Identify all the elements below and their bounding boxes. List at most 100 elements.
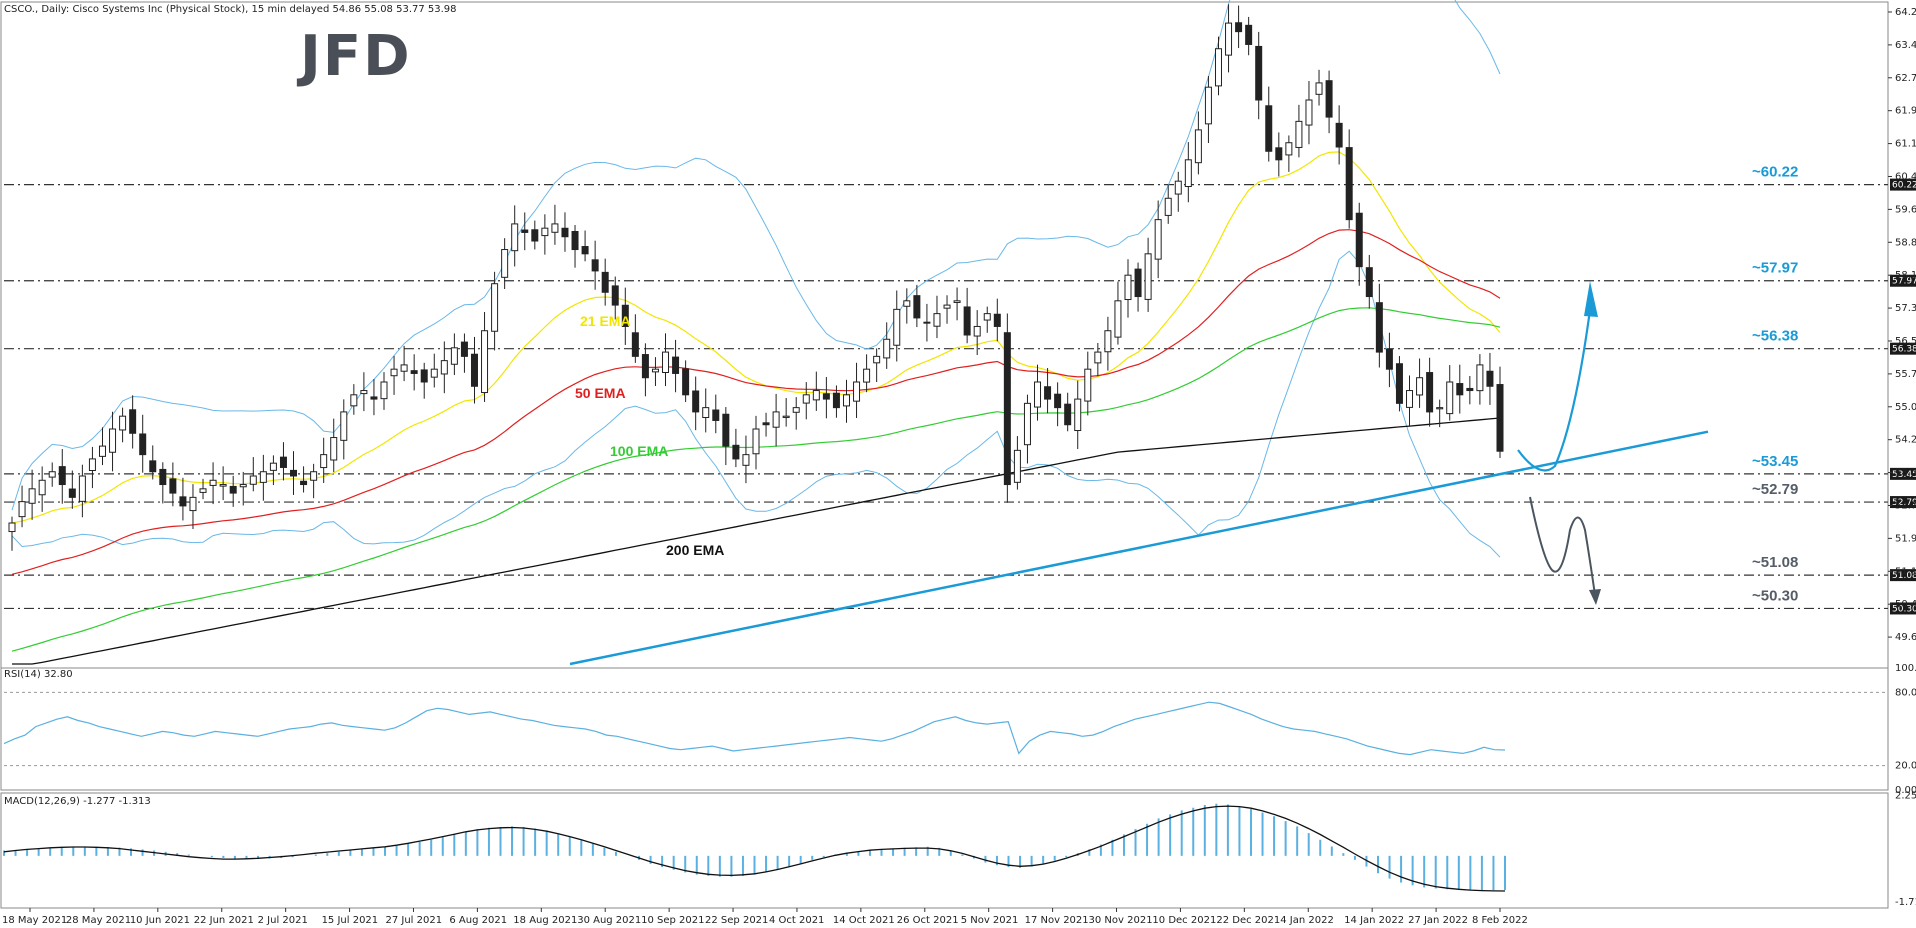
price-tick-label: 58.10 — [1895, 270, 1916, 281]
candle-body — [682, 368, 690, 396]
candle-body — [8, 522, 16, 533]
chart-title: CSCO., Daily: Cisco Systems Inc (Physica… — [4, 4, 457, 15]
candle-body — [812, 390, 820, 401]
jfd-logo: JFD — [296, 24, 412, 89]
candle-body — [953, 300, 961, 303]
candle-body — [853, 381, 861, 402]
candle-body — [863, 368, 871, 383]
candle-body — [350, 394, 358, 407]
candle-body — [702, 407, 710, 419]
candle-body — [1335, 122, 1343, 148]
candle-body — [1003, 332, 1011, 486]
price-tick-label: 51.94 — [1895, 533, 1916, 544]
candle-body — [772, 411, 780, 428]
candle-body — [1245, 24, 1253, 45]
macd-tick-label: -1.717 — [1895, 897, 1916, 908]
time-tick-label: 22 Jun 2021 — [194, 915, 254, 926]
candle-body — [893, 308, 901, 346]
bearish-arrow-head — [1589, 589, 1601, 605]
price-tick-label: 54.25 — [1895, 435, 1916, 446]
annotations: ~60.22 ~57.97 ~56.38 ~53.45 ~52.79 ~51.08 ~50.… — [575, 164, 1798, 605]
candle-body — [832, 392, 840, 409]
bearish-projection-arrow — [1529, 496, 1596, 596]
candle-body — [1486, 370, 1494, 387]
level-label: ~56.38 — [1752, 328, 1798, 345]
time-tick-label: 27 Jan 2022 — [1408, 915, 1468, 926]
candle-body — [259, 471, 267, 483]
candle-body — [732, 444, 740, 460]
level-price-tag — [1890, 274, 1916, 287]
rsi-tick-label: 20.00 — [1895, 761, 1916, 772]
level-label: ~51.08 — [1752, 554, 1798, 571]
candle-body — [1164, 197, 1172, 216]
candle-body — [1456, 383, 1464, 396]
ema-label: 100 EMA — [610, 443, 668, 459]
time-tick-label: 17 Nov 2021 — [1025, 915, 1089, 926]
candle-body — [531, 229, 539, 242]
candle-body — [360, 390, 368, 395]
panel-frames — [0, 1, 1889, 909]
candle-body — [370, 396, 378, 400]
price-tick-label: 64.26 — [1895, 7, 1916, 18]
candle-body — [1295, 120, 1303, 148]
candle-body — [1124, 274, 1132, 301]
candle-body — [1054, 393, 1062, 409]
candle-body — [752, 428, 760, 455]
candle-body — [1064, 403, 1072, 426]
time-tick-label: 10 Sep 2021 — [641, 915, 704, 926]
level-lines: 60.22 57.97 56.38 53.45 52.79 51.08 50.30 — [4, 178, 1916, 615]
candle-body — [18, 501, 26, 518]
candle-body — [1476, 364, 1484, 392]
candle-body — [963, 306, 971, 336]
candle-body — [1406, 390, 1414, 408]
candle-body — [139, 433, 147, 456]
level-label: ~50.30 — [1752, 587, 1798, 604]
rsi-title: RSI(14) 32.80 — [4, 669, 73, 680]
candle-body — [28, 488, 36, 504]
level-label: ~60.22 — [1752, 164, 1798, 181]
ema-label: 200 EMA — [666, 542, 724, 558]
candle-body — [119, 415, 127, 431]
macd-signal-line — [3, 805, 1506, 892]
price-tick-label: 52.71 — [1895, 500, 1916, 511]
candle-body — [662, 351, 670, 374]
candle-body — [993, 313, 1001, 327]
candle-body — [1496, 384, 1504, 452]
level-price-tag-label: 50.30 — [1892, 604, 1916, 614]
candle-body — [903, 300, 911, 307]
candle-body — [229, 485, 237, 494]
candle-body — [913, 295, 921, 319]
price-tick-label: 56.56 — [1895, 336, 1916, 347]
candle-body — [38, 479, 46, 496]
macd-panel: 2.252 -1.717 — [3, 791, 1916, 908]
candle-body — [1214, 48, 1222, 87]
price-tick-label: 59.64 — [1895, 204, 1916, 215]
candle-body — [1204, 86, 1212, 125]
candle-body — [1154, 219, 1162, 260]
time-tick-label: 14 Jan 2022 — [1344, 915, 1404, 926]
candle-body — [873, 355, 881, 364]
time-tick-label: 14 Oct 2021 — [833, 915, 895, 926]
price-tick-label: 60.41 — [1895, 171, 1916, 182]
candle-body — [1416, 377, 1424, 396]
level-price-tag — [1890, 342, 1916, 355]
level-price-tag-label: 57.97 — [1892, 277, 1916, 287]
candle-body — [149, 460, 157, 473]
level-price-tag — [1890, 467, 1916, 480]
candle-body — [541, 227, 549, 237]
candle-body — [1084, 368, 1092, 402]
candle-body — [842, 394, 850, 407]
candle-body — [1436, 407, 1444, 410]
level-price-tag-label: 51.08 — [1892, 571, 1916, 581]
candle-body — [501, 249, 509, 278]
candle-body — [300, 480, 308, 486]
candle-body — [129, 409, 137, 434]
candlesticks — [8, 4, 1504, 551]
candle-body — [491, 283, 499, 332]
candle-body — [933, 313, 941, 327]
candle-body — [1315, 82, 1323, 95]
candle-body — [571, 231, 579, 251]
time-tick-label: 6 Aug 2021 — [449, 915, 507, 926]
candle-body — [1426, 372, 1434, 413]
